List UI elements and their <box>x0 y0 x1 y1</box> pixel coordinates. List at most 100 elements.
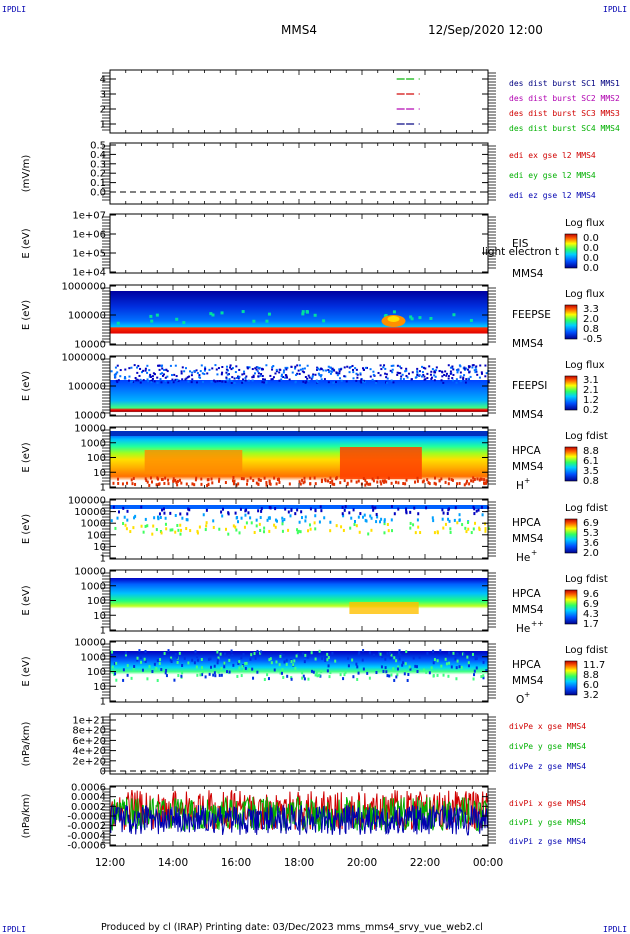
spectrogram-speck <box>278 480 281 484</box>
spectrogram-speck <box>429 316 433 320</box>
spectrogram-speck <box>265 364 268 367</box>
spectrogram-speck <box>329 366 332 369</box>
spectrogram-speck <box>398 657 401 661</box>
spectrogram-speck <box>416 373 419 376</box>
spectrogram-speck <box>146 371 149 374</box>
spectrogram-speck <box>144 524 147 528</box>
spectrogram-speck <box>451 366 454 369</box>
spectrogram-speck <box>333 369 336 372</box>
spectrogram-speck <box>175 480 178 484</box>
panel-label: FEEPSE <box>512 309 551 321</box>
colorbar-tick-label: 1.7 <box>583 619 599 630</box>
spectrogram-speck <box>286 674 289 678</box>
spectrogram-speck <box>433 374 436 377</box>
spectrogram-speck <box>298 520 301 524</box>
spectrogram-speck <box>427 481 430 485</box>
spectrogram-speck <box>346 365 349 368</box>
spectrogram-speck <box>362 667 365 671</box>
spectrogram-speck <box>181 378 184 381</box>
spectrogram-speck <box>433 658 436 662</box>
spectrogram-speck <box>163 481 166 485</box>
spectrogram-speck <box>445 374 448 377</box>
spectrogram-speck <box>237 661 240 665</box>
spectrogram-speck <box>306 377 309 380</box>
spectrogram-speck <box>136 656 139 660</box>
spectrogram-speck <box>432 661 435 665</box>
spectrogram-speck <box>301 676 304 680</box>
spectrogram-speck <box>416 518 419 522</box>
spectrogram-speck <box>288 482 291 486</box>
spectrogram-speck <box>385 381 388 384</box>
spectrogram-speck <box>151 480 154 484</box>
spectrogram-speck <box>153 516 156 520</box>
spectrogram-speck <box>430 377 433 380</box>
legend-entry: edi ex gse l2 MMS4 <box>509 151 596 160</box>
spectrogram-speck <box>164 376 167 379</box>
spectrogram-speck <box>200 482 203 486</box>
spectrogram-speck <box>236 674 239 678</box>
spectrogram-speck <box>328 675 331 679</box>
time-tick-label: 20:00 <box>347 857 377 869</box>
spectrogram-speck <box>186 376 189 379</box>
spectrogram-speck <box>409 315 413 319</box>
spectrogram-speck <box>444 522 447 526</box>
spectrogram-speck <box>181 663 184 667</box>
spectrogram-speck <box>211 313 215 317</box>
spectrogram-speck <box>380 482 383 486</box>
spectrogram-speck <box>467 661 470 665</box>
spectrogram-speck <box>246 479 249 483</box>
spectrogram-speck <box>420 375 423 378</box>
spectrogram-speck <box>269 374 272 377</box>
panel-label: MMS4 <box>512 675 544 687</box>
spectrogram-speck <box>294 365 297 368</box>
spectrogram-speck <box>153 662 156 666</box>
spectrogram-speck <box>309 527 312 531</box>
spectrogram-speck <box>454 657 457 661</box>
colorbar <box>564 518 578 554</box>
spectrogram-speck <box>231 376 234 379</box>
species-label: H <box>516 480 524 492</box>
spectrogram-speck <box>473 478 476 482</box>
spectrogram-speck <box>282 654 285 658</box>
spectrogram-speck <box>238 368 241 371</box>
spectrogram-speck <box>372 370 375 373</box>
spectrogram-speck <box>428 671 431 675</box>
species-label: He <box>516 552 530 564</box>
spectrogram-speck <box>190 374 193 377</box>
spectrogram-speck <box>340 525 343 529</box>
spectrogram-speck <box>316 674 319 678</box>
spectrogram-speck <box>126 673 129 677</box>
time-tick-label: 22:00 <box>410 857 440 869</box>
spectrogram-speck <box>448 661 451 665</box>
spectrogram-speck <box>474 371 477 374</box>
spectrogram-patch <box>349 602 419 614</box>
spectrogram-speck <box>395 659 398 663</box>
spectrogram-speck <box>144 659 147 663</box>
spectrogram-speck <box>160 668 163 672</box>
spectrogram-speck <box>277 477 280 481</box>
spectrogram-speck <box>408 372 411 375</box>
spectrogram-speck <box>312 373 315 376</box>
colorbar <box>564 660 578 696</box>
spectrogram-speck <box>350 479 353 483</box>
spectrogram-speck <box>183 656 186 660</box>
spectrogram-speck <box>461 523 464 527</box>
spectrogram-speck <box>182 321 186 325</box>
spectrogram-speck <box>140 505 143 509</box>
spectrogram-speck <box>480 505 483 509</box>
spectrogram-speck <box>405 374 408 377</box>
spectrogram-speck <box>473 512 476 516</box>
spectrogram-speck <box>207 482 210 486</box>
spectrogram-speck <box>327 656 330 660</box>
spectrogram-speck <box>151 670 154 674</box>
spectrogram-speck <box>221 371 224 374</box>
spectrogram-speck <box>301 652 304 656</box>
spectrogram-speck <box>402 661 405 665</box>
spectrogram-speck <box>183 370 186 373</box>
spectrogram-speck <box>358 530 361 534</box>
spectrogram-speck <box>310 377 313 380</box>
corner-label-top-right: IPDLI <box>603 5 627 14</box>
spectrogram-speck <box>138 649 141 653</box>
spectrogram-speck <box>256 370 259 373</box>
spectrogram-speck <box>187 380 190 383</box>
